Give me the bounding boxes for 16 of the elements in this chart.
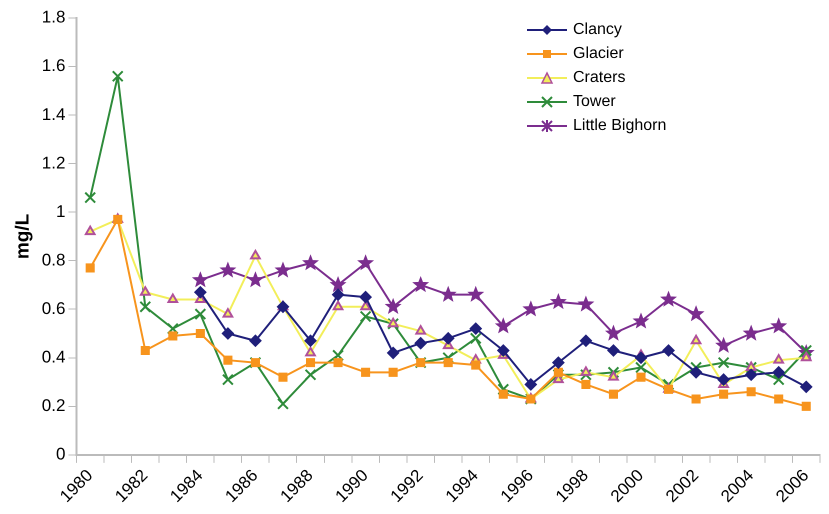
y-tick-label: 1.2 [42,153,66,172]
legend-label: Little Bighorn [573,117,666,135]
y-tick-label: 1 [56,202,66,221]
legend-label: Clancy [573,21,622,39]
y-tick-label: 0 [56,444,66,464]
y-tick-label: 0.8 [42,250,66,270]
legend-label: Glacier [573,45,624,63]
y-tick-label: 0.4 [42,347,66,366]
legend-label: Craters [573,69,626,87]
y-tick-label: 1.6 [42,56,66,76]
legend-label: Tower [573,93,616,111]
y-tick-label: 1.8 [42,8,66,27]
y-tick-label: 0.6 [42,298,66,318]
y-tick-label: 0.2 [42,396,66,415]
y-tick-label: 1.4 [42,104,66,124]
y-axis-title: mg/L [12,213,34,260]
